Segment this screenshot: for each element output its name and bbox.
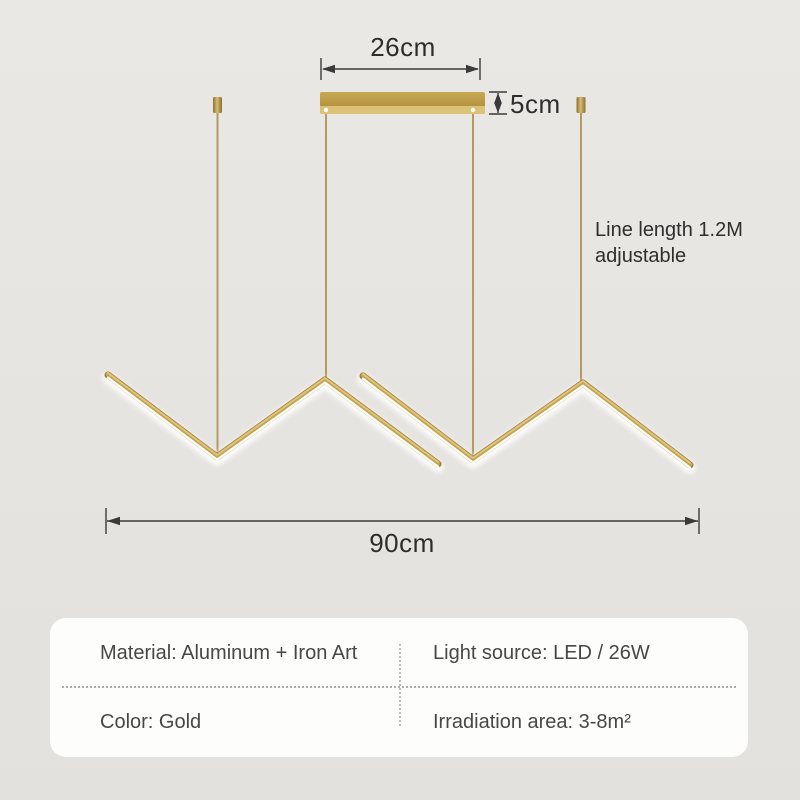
spec-color: Color: Gold	[100, 711, 202, 733]
ceiling-canopy	[320, 92, 485, 114]
tube-top-highlight	[362, 373, 691, 464]
wire-attachment-dot	[470, 107, 476, 113]
tube-mid-shading	[360, 373, 693, 467]
wire-attachment-dot	[323, 107, 329, 113]
spec-light-source: Light source: LED / 26W	[433, 642, 650, 664]
wire-top-fitting	[213, 97, 222, 113]
total-width-label: 90cm	[369, 528, 435, 558]
ceiling-fittings	[213, 97, 586, 113]
led-strip	[361, 377, 692, 469]
canopy-height-label: 5cm	[510, 89, 561, 119]
spec-irradiation-area: Irradiation area: 3-8m²	[433, 711, 631, 733]
tube-mid-shading	[105, 372, 441, 466]
line-length-note-line1: Line length 1.2M	[595, 219, 743, 241]
arrow-left-icon	[107, 516, 120, 526]
suspension-wires	[216, 112, 582, 457]
line-length-note: Line length 1.2M adjustable	[595, 217, 743, 269]
canopy-width-dimension	[320, 58, 481, 80]
arrow-left-icon	[322, 64, 335, 74]
spec-panel: Material: Aluminum + Iron Art Light sour…	[50, 618, 748, 757]
spec-material: Material: Aluminum + Iron Art	[100, 642, 358, 664]
wire-top-fitting	[576, 97, 586, 113]
canopy-width-label: 26cm	[370, 32, 436, 62]
line-length-note-line2: adjustable	[595, 245, 687, 267]
canopy-height-dimension	[489, 91, 507, 115]
total-width-dimension	[105, 508, 700, 534]
arrow-down-icon	[494, 103, 502, 113]
led-zigzag-tubes	[102, 371, 696, 474]
arrow-up-icon	[494, 93, 502, 103]
canopy-face	[320, 92, 485, 107]
canopy-bottom-edge	[320, 106, 485, 114]
tube-top-highlight	[107, 372, 439, 463]
arrow-right-icon	[466, 64, 479, 74]
led-strip	[106, 376, 440, 468]
arrow-right-icon	[685, 516, 698, 526]
vertical-dotted-divider	[399, 644, 401, 726]
